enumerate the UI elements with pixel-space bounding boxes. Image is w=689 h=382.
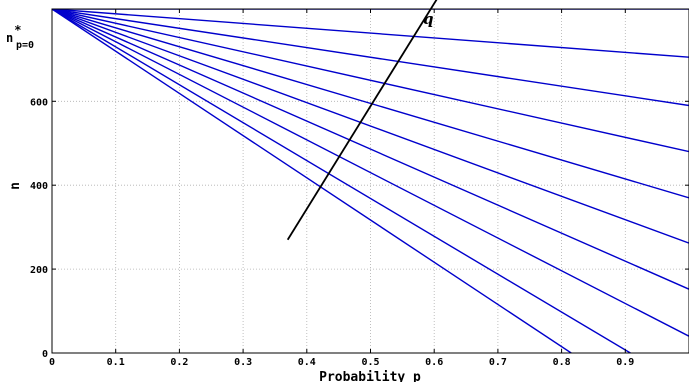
y-top-label: n* p=0 <box>6 23 34 51</box>
y-tick-label: 400 <box>30 181 48 192</box>
x-tick-labels: 0 0.1 0.2 0.3 0.4 0.5 0.6 0.7 0.8 0.9 <box>49 357 634 368</box>
x-tick-label: 0.3 <box>234 357 252 368</box>
y-top-label-main: n <box>6 31 13 45</box>
series-line-5 <box>52 9 689 199</box>
x-tick-label: 0.6 <box>425 357 443 368</box>
q-arrow <box>286 0 438 241</box>
x-tick-label: 0.7 <box>489 357 507 368</box>
x-axis-label: Probability p <box>319 370 421 382</box>
x-tick-label: 0.2 <box>170 357 188 368</box>
y-tick-label: 600 <box>30 97 48 108</box>
series-group <box>52 9 689 353</box>
y-tick-label: 0 <box>42 349 48 360</box>
q-annotation-label: q <box>423 10 434 28</box>
x-tick-label: 0.4 <box>298 357 316 368</box>
y-tick-label: 200 <box>30 265 48 276</box>
x-tick-label: 0.1 <box>107 357 125 368</box>
series-line-10 <box>52 9 572 353</box>
y-tick-labels: 0 200 400 600 <box>30 97 48 360</box>
series-line-6 <box>52 9 689 244</box>
x-tick-label: 0.8 <box>553 357 571 368</box>
grid-lines <box>52 8 689 353</box>
series-line-8 <box>52 9 689 337</box>
y-axis-label: n <box>8 182 23 190</box>
tick-marks <box>51 8 689 354</box>
x-tick-label: 0.5 <box>361 357 379 368</box>
series-line-9 <box>52 9 631 353</box>
x-tick-label: 0.9 <box>616 357 634 368</box>
x-tick-label: 0 <box>49 357 55 368</box>
series-line-3 <box>52 9 689 107</box>
series-line-7 <box>52 9 689 290</box>
y-top-label-sup: * <box>14 23 21 37</box>
series-line-4 <box>52 9 689 153</box>
y-top-label-sub: p=0 <box>16 40 34 51</box>
series-line-2 <box>52 9 689 58</box>
